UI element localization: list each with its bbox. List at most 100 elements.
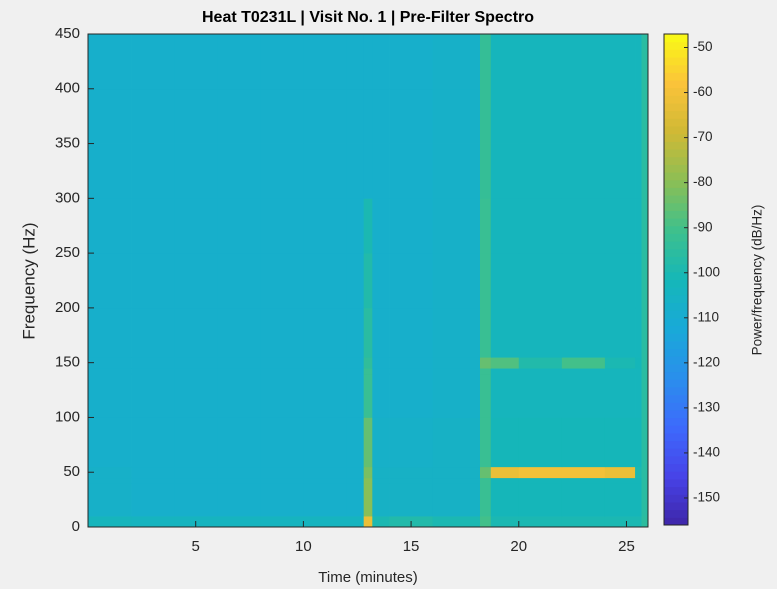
heatmap-cell bbox=[363, 357, 373, 369]
heatmap-cell bbox=[490, 417, 520, 468]
heatmap-cell bbox=[372, 34, 390, 90]
heatmap-cell bbox=[260, 307, 304, 358]
heatmap-cell bbox=[88, 373, 132, 418]
chart-title: Heat T0231L | Visit No. 1 | Pre-Filter S… bbox=[202, 9, 534, 26]
heatmap-cell bbox=[518, 417, 563, 468]
colorbar-swatch bbox=[664, 195, 688, 204]
colorbar-tick-label: -70 bbox=[693, 129, 713, 144]
heatmap-cell bbox=[303, 417, 347, 468]
y-tick-label: 250 bbox=[55, 244, 80, 261]
heatmap-cell bbox=[518, 483, 563, 517]
heatmap-cell bbox=[131, 88, 175, 144]
heatmap-cell bbox=[635, 143, 642, 199]
colorbar-swatch bbox=[664, 386, 688, 396]
heatmap-cell bbox=[174, 34, 218, 90]
heatmap-cell bbox=[635, 417, 642, 468]
heatmap-cell bbox=[389, 143, 434, 199]
heatmap-cell bbox=[363, 253, 373, 309]
heatmap-cell bbox=[131, 307, 175, 358]
heatmap-cell bbox=[641, 307, 649, 358]
heatmap-cell bbox=[490, 373, 520, 418]
colorbar-swatch bbox=[664, 478, 688, 488]
heatmap-cell bbox=[432, 143, 481, 199]
heatmap-cell bbox=[389, 198, 434, 254]
x-tick-label: 25 bbox=[618, 538, 635, 555]
heatmap-cell bbox=[480, 34, 492, 90]
heatmap-cell bbox=[303, 466, 347, 479]
colorbar-tick-label: -140 bbox=[693, 444, 720, 459]
heatmap-cell bbox=[174, 357, 218, 369]
heatmap-cell bbox=[480, 143, 492, 199]
heatmap-cell bbox=[131, 466, 175, 479]
heatmap-cell bbox=[604, 516, 636, 528]
colorbar-swatch bbox=[664, 57, 688, 66]
heatmap-cell bbox=[490, 368, 520, 375]
heatmap-cell bbox=[641, 477, 649, 484]
heatmap-cell bbox=[131, 198, 175, 254]
heatmap-cell bbox=[88, 477, 132, 484]
colorbar-swatch bbox=[664, 448, 688, 457]
heatmap-cell bbox=[389, 466, 434, 479]
colorbar-swatch bbox=[664, 41, 688, 50]
heatmap-cell bbox=[260, 516, 304, 528]
heatmap-cell bbox=[490, 466, 520, 479]
colorbar-swatch bbox=[664, 210, 688, 219]
heatmap-cell bbox=[518, 88, 563, 144]
colorbar-tick-label: -110 bbox=[693, 309, 719, 324]
colorbar-swatch bbox=[664, 141, 688, 150]
y-tick-label: 300 bbox=[55, 189, 80, 206]
colorbar-swatch bbox=[664, 409, 688, 419]
heatmap-cell bbox=[88, 143, 132, 199]
colorbar-swatch bbox=[664, 402, 688, 411]
heatmap-cell bbox=[480, 483, 492, 517]
heatmap-cell bbox=[389, 483, 434, 517]
colorbar-swatch bbox=[664, 118, 688, 127]
colorbar-swatch bbox=[664, 279, 688, 288]
heatmap-cell bbox=[217, 357, 261, 369]
heatmap-cell bbox=[604, 198, 636, 254]
colorbar-swatch bbox=[664, 126, 688, 135]
colorbar-swatch bbox=[664, 501, 688, 511]
heatmap-cell bbox=[518, 516, 563, 528]
heatmap-cell bbox=[174, 466, 218, 479]
colorbar-tick-label: -60 bbox=[693, 84, 713, 99]
heatmap-cell bbox=[131, 143, 175, 199]
heatmap-cell bbox=[561, 34, 606, 90]
heatmap-cell bbox=[217, 477, 261, 484]
heatmap-cell bbox=[260, 483, 304, 517]
heatmap-cell bbox=[217, 466, 261, 479]
heatmap-cell bbox=[174, 477, 218, 484]
colorbar-swatch bbox=[664, 394, 688, 403]
heatmap-cell bbox=[346, 357, 365, 369]
heatmap-cell bbox=[372, 307, 390, 358]
heatmap-cell bbox=[635, 373, 642, 418]
heatmap-cell bbox=[363, 34, 373, 90]
heatmap-cell bbox=[490, 516, 520, 528]
y-tick-label: 350 bbox=[55, 135, 80, 152]
heatmap-cell bbox=[432, 307, 481, 358]
colorbar-tick-label: -80 bbox=[693, 174, 713, 189]
heatmap-cell bbox=[480, 198, 492, 254]
heatmap-cell bbox=[217, 34, 261, 90]
colorbar-swatch bbox=[664, 455, 688, 465]
heatmap-cell bbox=[88, 516, 132, 528]
heatmap-cell bbox=[641, 253, 649, 309]
colorbar-tick-label: -90 bbox=[693, 219, 713, 234]
heatmap-cell bbox=[635, 357, 642, 369]
heatmap-cell bbox=[635, 483, 642, 517]
colorbar-tick-label: -150 bbox=[693, 490, 720, 505]
colorbar-swatch bbox=[664, 264, 688, 273]
heatmap-cell bbox=[260, 357, 304, 369]
y-tick-label: 100 bbox=[55, 408, 80, 425]
colorbar-swatch bbox=[664, 325, 688, 334]
colorbar-swatch bbox=[664, 494, 688, 503]
heatmap-cell bbox=[346, 34, 365, 90]
heatmap-cell bbox=[432, 373, 481, 418]
heatmap-cell bbox=[389, 357, 434, 369]
heatmap-cell bbox=[372, 253, 390, 309]
heatmap-cell bbox=[432, 477, 481, 484]
heatmap-cell bbox=[641, 34, 649, 90]
heatmap-cell bbox=[432, 516, 481, 528]
colorbar-swatch bbox=[664, 87, 688, 96]
colorbar-swatch bbox=[664, 432, 688, 442]
